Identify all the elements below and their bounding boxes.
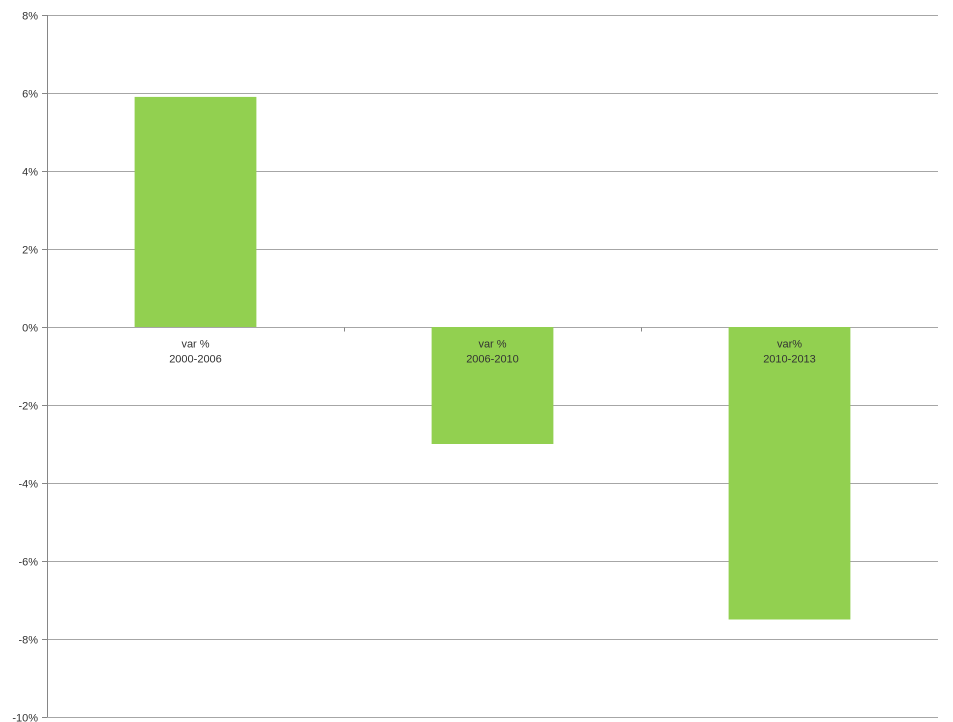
y-tick-label: -4%: [18, 479, 38, 491]
category-label: 2000-2006: [169, 354, 222, 366]
y-tick-label: 0%: [22, 323, 38, 335]
category-label: var %: [478, 339, 506, 351]
y-tick-labels: 8% 6% 4% 2% 0% -2% -4% -6% -8% -10%: [12, 11, 38, 722]
category-labels: var % 2000-2006 var % 2006-2010 var% 2010-201…: [169, 339, 816, 366]
y-tick-label: 2%: [22, 245, 38, 257]
category-label: var%: [777, 339, 802, 351]
axes: [42, 15, 642, 718]
bars: [134, 96, 851, 620]
category-label: 2006-2010: [466, 354, 519, 366]
y-tick-label: -8%: [18, 635, 38, 647]
y-tick-label: 6%: [22, 89, 38, 101]
y-tick-label: -6%: [18, 557, 38, 569]
y-tick-label: -10%: [12, 713, 38, 722]
y-tick-label: 4%: [22, 167, 38, 179]
y-tick-label: 8%: [22, 11, 38, 23]
y-tick-label: -2%: [18, 401, 38, 413]
bar: [728, 327, 851, 620]
category-label: 2010-2013: [763, 354, 816, 366]
bar: [134, 96, 257, 328]
bar: [431, 327, 554, 444]
category-label: var %: [181, 339, 209, 351]
